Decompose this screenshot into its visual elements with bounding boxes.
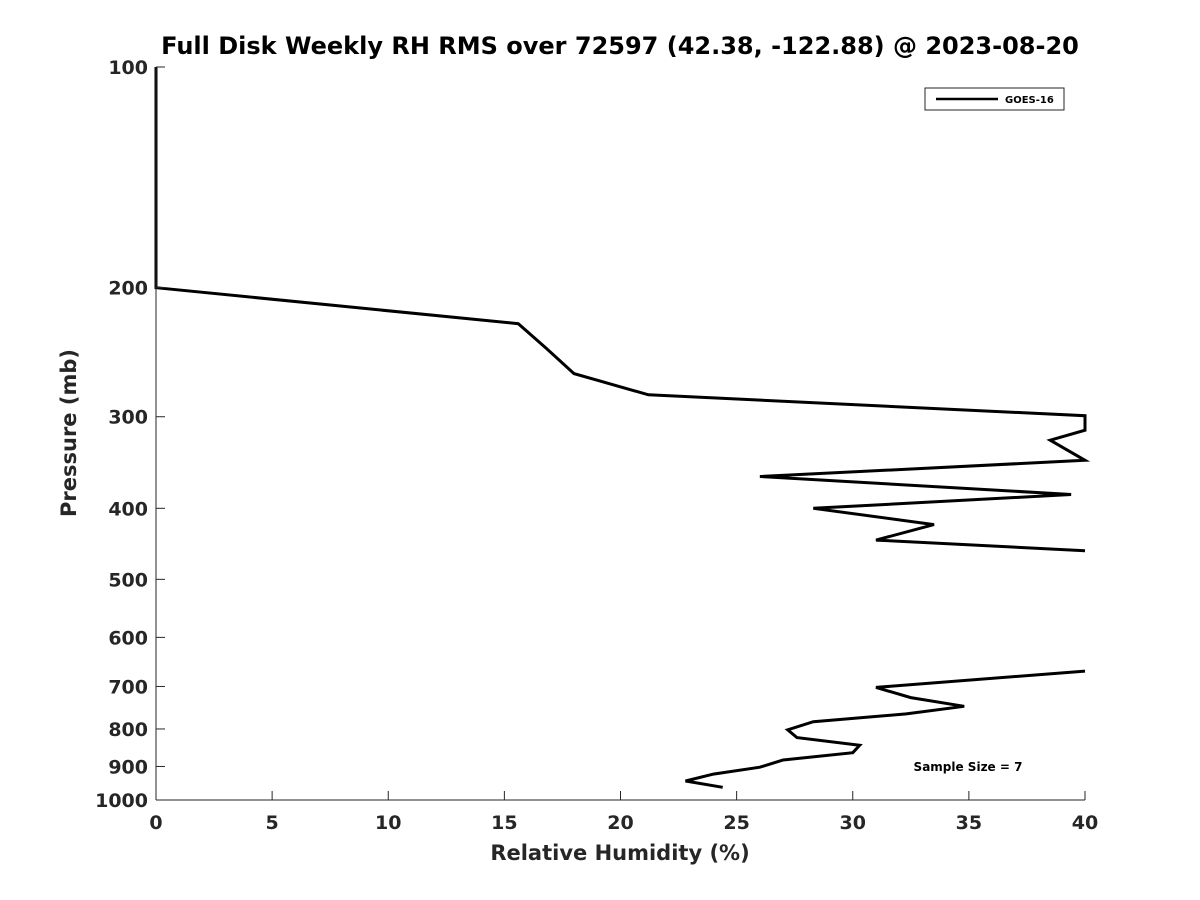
x-tick-label: 40 [1072, 812, 1098, 834]
plot-area [154, 67, 1091, 789]
y-tick-label: 600 [108, 627, 148, 649]
y-tick-label: 1000 [95, 790, 148, 812]
x-tick-label: 15 [491, 812, 517, 834]
y-tick-label: 700 [108, 676, 148, 698]
sample-size-annotation: Sample Size = 7 [914, 760, 1023, 774]
x-tick-label: 5 [266, 812, 279, 834]
y-tick-label: 500 [108, 569, 148, 591]
series-line-goes-16-segment-1 [154, 67, 1091, 553]
x-tick-label: 0 [149, 812, 162, 834]
y-axis-ticks: 100 200 300 400 500 600 700 800 900 1000 [95, 57, 165, 812]
chart-title: Full Disk Weekly RH RMS over 72597 (42.3… [161, 32, 1079, 60]
series-line-goes-16-segment-2 [685, 669, 1086, 789]
y-axis-label: Pressure (mb) [57, 349, 81, 517]
y-tick-label: 300 [108, 407, 148, 429]
x-tick-label: 25 [723, 812, 749, 834]
y-tick-label: 400 [108, 498, 148, 520]
x-axis-label: Relative Humidity (%) [490, 841, 749, 865]
y-tick-label: 800 [108, 719, 148, 741]
x-axis-ticks: 0 5 10 15 20 25 30 35 40 [149, 791, 1098, 834]
x-tick-label: 20 [607, 812, 633, 834]
x-tick-label: 30 [840, 812, 866, 834]
x-tick-label: 10 [375, 812, 401, 834]
y-tick-label: 100 [108, 57, 148, 79]
y-tick-label: 900 [108, 756, 148, 778]
y-tick-label: 200 [108, 278, 148, 300]
legend-label-goes-16: GOES-16 [1005, 95, 1054, 106]
x-tick-label: 35 [956, 812, 982, 834]
legend: GOES-16 [924, 87, 1065, 111]
